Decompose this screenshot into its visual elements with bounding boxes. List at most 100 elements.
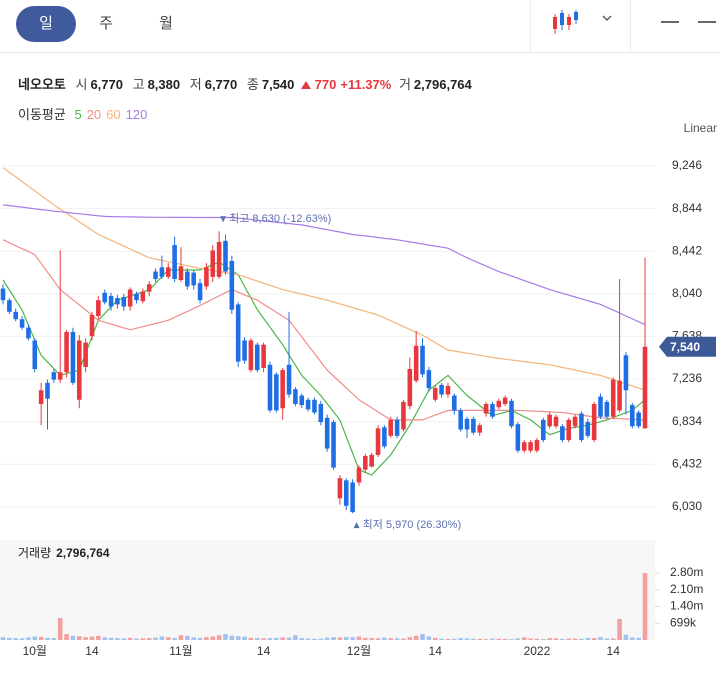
volume-title-text: 거래량 <box>18 546 51 560</box>
candle-body <box>146 284 152 292</box>
candle-body <box>566 419 572 441</box>
volume-bar <box>13 638 19 640</box>
candle-body <box>464 418 470 430</box>
volume-bar <box>369 638 374 640</box>
volume-bar <box>89 636 95 640</box>
volume-bar <box>477 638 483 640</box>
volume-bar <box>172 637 177 640</box>
volume-bar <box>363 637 368 640</box>
x-tick-label: 14 <box>429 644 443 658</box>
volume-bar <box>394 638 400 640</box>
info-value: 7,540 <box>261 77 295 92</box>
volume-bar <box>223 634 228 640</box>
tab-week[interactable]: 주 <box>99 15 113 32</box>
volume-bar <box>382 637 387 640</box>
candle-body <box>45 382 50 399</box>
volume-bar <box>426 636 432 640</box>
up-arrow <box>301 81 312 89</box>
x-tick-label: 2022 <box>524 644 551 658</box>
volume-bar <box>528 638 533 640</box>
candle-body <box>280 370 285 409</box>
change-pct: +11.37% <box>340 77 392 92</box>
volume-bar <box>356 636 362 640</box>
x-tick-label: 14 <box>607 644 621 658</box>
candle-body <box>121 296 127 307</box>
candle-body <box>242 340 247 361</box>
volume-bar <box>134 638 139 640</box>
chart-type-button[interactable] <box>553 10 578 34</box>
candle-body <box>420 345 425 375</box>
legend-item: 20 <box>86 107 102 122</box>
candle-body <box>350 482 355 513</box>
candle-body <box>324 417 330 449</box>
volume-bar <box>286 637 292 640</box>
ma-line <box>2 167 646 391</box>
volume-bar <box>280 637 285 640</box>
candle-body <box>178 266 184 281</box>
volume-bar <box>248 637 254 640</box>
tab-day[interactable]: 일 <box>16 6 76 42</box>
volume-bar <box>407 637 413 640</box>
volume-bar <box>483 639 489 640</box>
candle-body <box>204 267 209 287</box>
volume-bar <box>343 636 349 640</box>
candle-body <box>293 389 298 405</box>
volume-bar <box>420 634 425 640</box>
candle-body <box>452 395 457 411</box>
volume-bar <box>375 638 381 640</box>
candle-body <box>115 298 120 305</box>
volume-bar <box>51 638 57 640</box>
volume-bar <box>7 637 12 640</box>
volume-bar <box>261 638 266 640</box>
candle-body <box>51 372 57 380</box>
candle-body <box>134 293 139 301</box>
candle-body <box>261 344 266 368</box>
volume-bar <box>146 638 152 640</box>
candle-body <box>76 340 82 400</box>
candle-body <box>382 427 387 447</box>
annotation-marker <box>353 522 360 529</box>
candle-body <box>165 267 171 277</box>
candle-body <box>96 300 101 317</box>
change: 770 <box>314 77 337 92</box>
x-tick-label: 14 <box>85 644 99 658</box>
candle-body <box>528 442 533 451</box>
volume-bar <box>305 638 311 640</box>
dropdown-chevron[interactable] <box>602 15 612 21</box>
volume-bar <box>566 638 572 640</box>
volume-bar <box>32 636 38 640</box>
candle-body <box>0 288 6 301</box>
candle-body <box>229 260 235 310</box>
info-label: 시 <box>75 77 88 92</box>
volume-bar <box>636 637 641 640</box>
volume-bar <box>585 637 591 640</box>
candle-body <box>89 315 95 337</box>
ma-line <box>2 261 646 476</box>
volume-bar <box>96 635 101 640</box>
volume-bar <box>235 636 241 640</box>
candle-body <box>547 414 552 427</box>
y-tick-label: 8,040 <box>672 286 702 300</box>
candle-body <box>388 419 394 436</box>
candle-body <box>13 311 19 320</box>
candle-body <box>38 390 44 405</box>
tab-month[interactable]: 월 <box>159 15 173 32</box>
toolbar: 일 주 월 <box>0 0 720 53</box>
volume-bar <box>642 573 648 640</box>
candle-body <box>604 401 610 417</box>
candle-body <box>153 271 158 279</box>
volume-bar <box>204 637 209 640</box>
volume-bar <box>579 638 584 640</box>
volume-bar <box>216 635 222 640</box>
volume-bar <box>560 638 565 640</box>
info-value: 8,380 <box>147 77 181 92</box>
candle-body <box>477 425 483 433</box>
candle-body <box>83 342 88 367</box>
divider <box>530 0 531 52</box>
volume-bar <box>274 637 279 640</box>
volume-bar <box>140 638 146 640</box>
ma-line <box>2 204 646 326</box>
ma-legend: 이동평균 5 20 60 120 <box>18 104 152 123</box>
volume-bar <box>502 638 508 640</box>
